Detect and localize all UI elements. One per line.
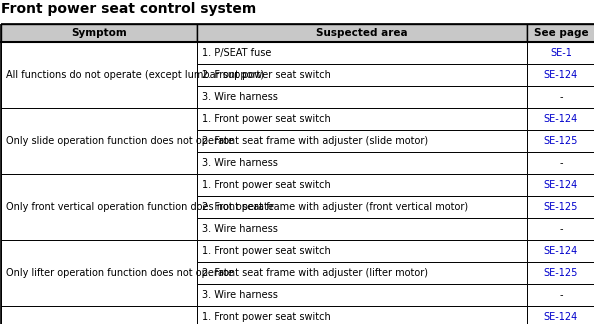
Text: Symptom: Symptom <box>71 28 127 38</box>
Text: SE-124: SE-124 <box>544 312 578 322</box>
Bar <box>197 284 527 306</box>
Text: 3. Wire harness: 3. Wire harness <box>202 290 278 300</box>
Text: SE-124: SE-124 <box>544 114 578 124</box>
Text: Only lifter operation function does not operate: Only lifter operation function does not … <box>6 268 234 278</box>
Bar <box>197 42 527 64</box>
Bar <box>197 196 527 218</box>
Text: 1. Front power seat switch: 1. Front power seat switch <box>202 312 331 322</box>
Bar <box>527 284 594 306</box>
Text: Only front vertical operation function does not operate: Only front vertical operation function d… <box>6 202 274 212</box>
Bar <box>197 262 527 284</box>
Bar <box>527 152 594 174</box>
Text: -: - <box>559 92 563 102</box>
Bar <box>527 86 594 108</box>
Text: SE-125: SE-125 <box>544 136 578 146</box>
Bar <box>197 64 527 86</box>
Bar <box>197 108 527 130</box>
Bar <box>527 64 594 86</box>
Text: SE-125: SE-125 <box>544 268 578 278</box>
Bar <box>1 108 197 174</box>
Bar <box>527 196 594 218</box>
Text: 2. Front seat frame with adjuster (slide motor): 2. Front seat frame with adjuster (slide… <box>202 136 428 146</box>
Text: SE-125: SE-125 <box>544 202 578 212</box>
Bar <box>527 42 594 64</box>
Text: 2. Front power seat switch: 2. Front power seat switch <box>202 70 331 80</box>
Text: See page: See page <box>533 28 588 38</box>
Bar <box>1 306 197 324</box>
Bar <box>527 130 594 152</box>
Text: Front power seat control system: Front power seat control system <box>1 2 256 16</box>
Text: 3. Wire harness: 3. Wire harness <box>202 224 278 234</box>
Bar <box>527 306 594 324</box>
Bar <box>527 174 594 196</box>
Text: -: - <box>559 290 563 300</box>
Bar <box>197 240 527 262</box>
Text: -: - <box>559 224 563 234</box>
Bar <box>197 152 527 174</box>
Bar <box>527 218 594 240</box>
Bar <box>197 24 527 42</box>
Bar <box>197 174 527 196</box>
Text: 2. Front seat frame with adjuster (lifter motor): 2. Front seat frame with adjuster (lifte… <box>202 268 428 278</box>
Text: 3. Wire harness: 3. Wire harness <box>202 158 278 168</box>
Bar <box>527 108 594 130</box>
Text: 1. Front power seat switch: 1. Front power seat switch <box>202 180 331 190</box>
Bar <box>197 218 527 240</box>
Bar <box>1 240 197 306</box>
Bar <box>527 262 594 284</box>
Text: Suspected area: Suspected area <box>316 28 408 38</box>
Text: All functions do not operate (except lumbar support): All functions do not operate (except lum… <box>6 70 264 80</box>
Text: SE-124: SE-124 <box>544 180 578 190</box>
Text: SE-1: SE-1 <box>550 48 572 58</box>
Bar <box>1 42 197 108</box>
Text: 2. Front seat frame with adjuster (front vertical motor): 2. Front seat frame with adjuster (front… <box>202 202 468 212</box>
Bar <box>197 86 527 108</box>
Bar <box>527 24 594 42</box>
Text: 1. Front power seat switch: 1. Front power seat switch <box>202 114 331 124</box>
Text: SE-124: SE-124 <box>544 246 578 256</box>
Text: 3. Wire harness: 3. Wire harness <box>202 92 278 102</box>
Text: 1. Front power seat switch: 1. Front power seat switch <box>202 246 331 256</box>
Bar <box>197 130 527 152</box>
Text: 1. P/SEAT fuse: 1. P/SEAT fuse <box>202 48 271 58</box>
Text: Only slide operation function does not operate: Only slide operation function does not o… <box>6 136 234 146</box>
Bar <box>1 174 197 240</box>
Bar <box>527 240 594 262</box>
Text: -: - <box>559 158 563 168</box>
Text: SE-124: SE-124 <box>544 70 578 80</box>
Bar <box>197 306 527 324</box>
Bar <box>1 24 197 42</box>
